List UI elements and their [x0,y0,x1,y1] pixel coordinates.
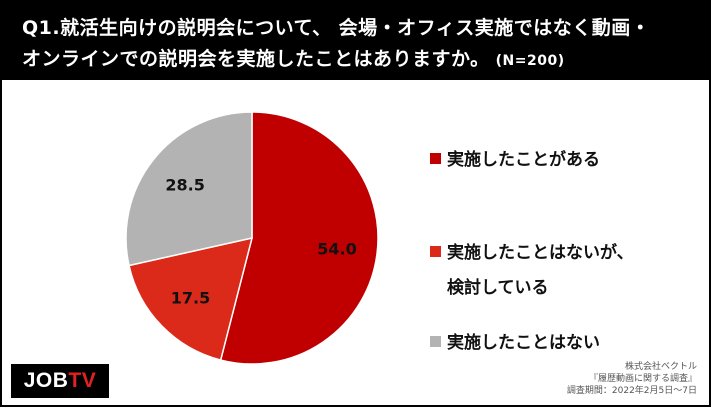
sample-size: (N=200) [495,53,565,69]
slice-data-label: 28.5 [165,175,204,194]
legend-swatch [430,153,441,164]
pie-slice [219,111,379,365]
legend-item-not-implemented: 実施したことはない [430,328,600,353]
slice-data-label: 54.0 [317,240,356,259]
legend-label: 実施したことはない [447,333,600,353]
pie-slice [125,111,253,267]
jobtv-logo: JOBTV [11,364,109,398]
legend-item-considering: 実施したことはないが、 検討している [430,238,634,298]
legend-label-line-2: 検討している [447,278,549,298]
chart-frame [0,80,711,407]
source-company: 株式会社ベクトル [624,362,697,372]
legend-label: 実施したことはないが、 [447,243,634,263]
slice-data-label: 17.5 [171,289,210,308]
legend-label: 実施したことがある [447,150,600,170]
legend-swatch [430,246,441,257]
logo-job: JOB [23,369,69,392]
legend-swatch [430,336,441,347]
chart-title-line-2: オンラインでの説明会を実施したことはありますか。 (N=200) [22,44,565,71]
source-period: 調査期間：2022年2月5日～7日 [566,386,697,396]
chart-title-text: オンラインでの説明会を実施したことはありますか。 [22,48,490,70]
chart-title-line-1: Q1.就活生向けの説明会について、 会場・オフィス実施ではなく動画・ [22,17,651,39]
legend-item-implemented: 実施したことがある [430,145,600,170]
logo-tv: TV [68,369,97,392]
pie-slice [128,237,254,361]
source-note: 株式会社ベクトル 『履歴動画に関する調査』 調査期間：2022年2月5日～7日 [567,361,697,397]
source-survey: 『履歴動画に関する調査』 [588,374,697,384]
title-banner: Q1.就活生向けの説明会について、 会場・オフィス実施ではなく動画・ オンライン… [0,0,711,80]
